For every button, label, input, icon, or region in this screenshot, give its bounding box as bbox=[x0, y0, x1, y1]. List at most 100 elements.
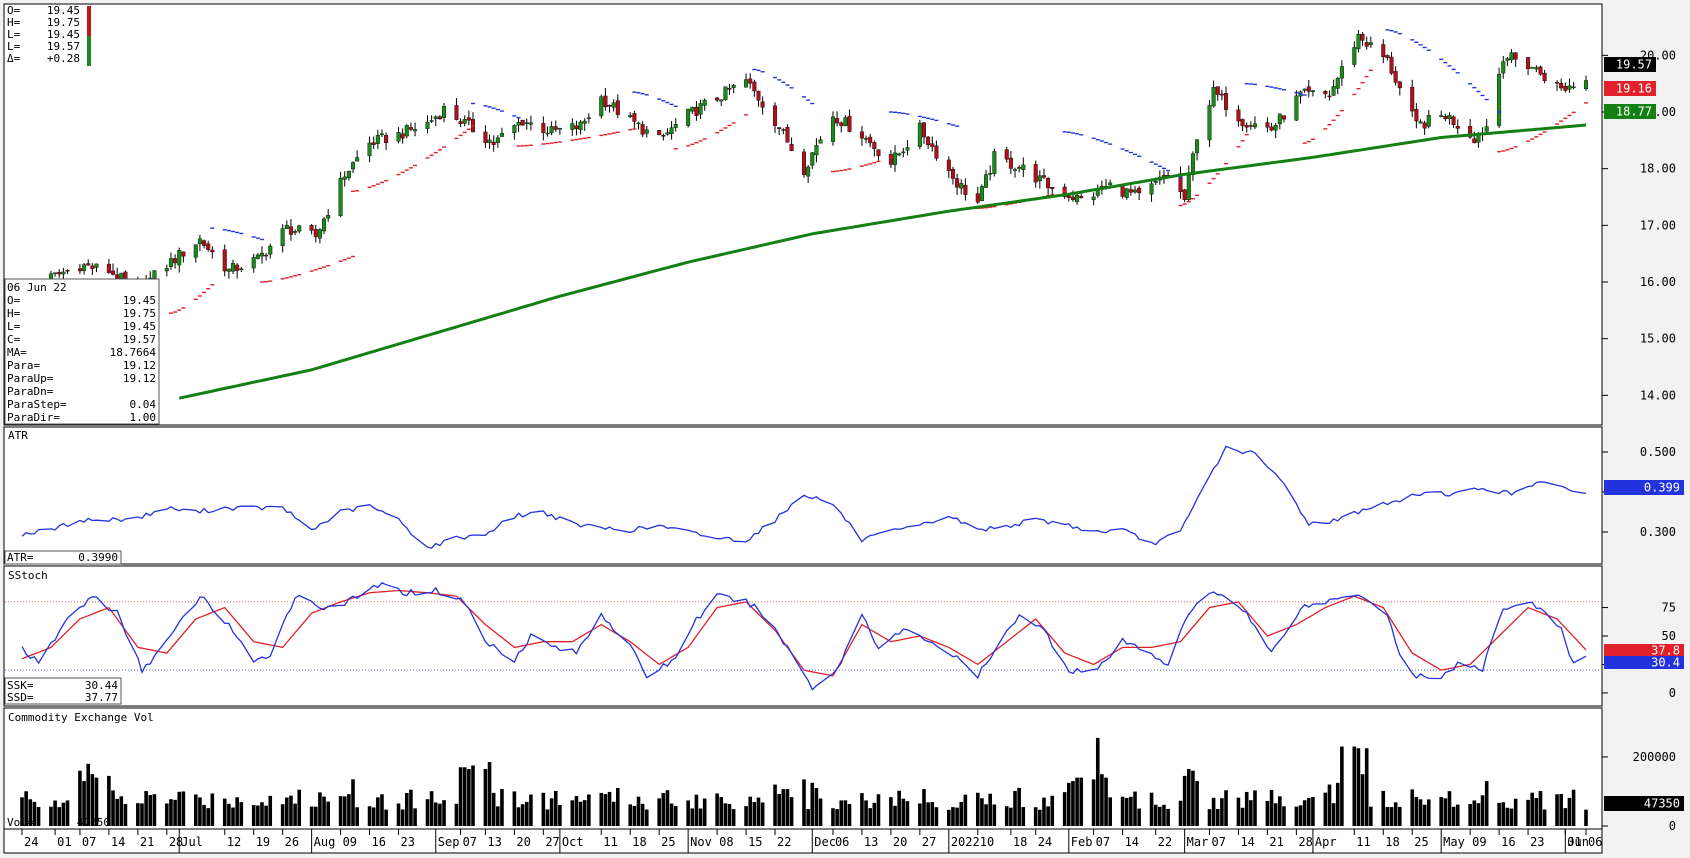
volume-bar bbox=[1120, 796, 1125, 826]
candle-body bbox=[830, 116, 835, 142]
candle-body bbox=[1323, 90, 1328, 95]
candle-body bbox=[690, 107, 695, 112]
volume-bar bbox=[611, 801, 616, 826]
candle-body bbox=[731, 85, 736, 88]
volume-bar bbox=[313, 806, 318, 826]
x-tick-label-40: Mar bbox=[1187, 835, 1209, 849]
candle-body bbox=[177, 250, 182, 266]
candle-body bbox=[437, 116, 442, 120]
candle-body bbox=[297, 225, 302, 232]
candle-body bbox=[835, 118, 840, 124]
volume-bar bbox=[268, 795, 273, 826]
candle-body bbox=[119, 272, 124, 279]
volume-bar bbox=[1104, 777, 1108, 826]
info-value-parastep: 0.04 bbox=[130, 398, 157, 411]
volume-bar bbox=[20, 797, 24, 826]
volume-bar bbox=[719, 797, 724, 826]
volume-bar bbox=[111, 790, 115, 826]
candle-body bbox=[1236, 109, 1241, 122]
candle-body bbox=[897, 153, 902, 156]
volume-bar bbox=[760, 802, 765, 826]
volume-bar bbox=[1426, 799, 1431, 826]
volume-bar bbox=[1352, 746, 1357, 826]
volume-bar bbox=[491, 792, 496, 826]
volume-bar bbox=[280, 804, 285, 826]
candle-body bbox=[1422, 122, 1427, 129]
header-range-bar-green bbox=[87, 36, 91, 66]
candle-body bbox=[77, 268, 82, 272]
header-label-0: O= bbox=[7, 4, 21, 17]
candle-body bbox=[495, 137, 500, 143]
volume-bar bbox=[1497, 802, 1501, 826]
candle-body bbox=[1451, 116, 1456, 125]
volume-bar bbox=[1042, 797, 1046, 826]
volume-bar bbox=[665, 790, 670, 826]
volume-bar bbox=[843, 800, 848, 826]
x-tick-label-53: Jun bbox=[1567, 835, 1589, 849]
volume-bar bbox=[860, 793, 864, 826]
volume-y-axis: 0 200000 bbox=[1602, 750, 1676, 833]
ssd-readout-label: SSD= bbox=[7, 691, 34, 704]
candle-body bbox=[934, 145, 939, 159]
candle-body bbox=[1091, 196, 1096, 200]
volume-bar bbox=[471, 765, 475, 826]
candle-body bbox=[785, 127, 790, 143]
price-info-box: 06 Jun 22 O= 19.45 H= 19.75 L= 19.45 C= … bbox=[4, 278, 160, 425]
volume-bar bbox=[82, 781, 86, 826]
volume-bar bbox=[1501, 802, 1506, 826]
candle-body bbox=[1021, 164, 1026, 170]
candle-body bbox=[599, 96, 604, 117]
volume-bar bbox=[806, 809, 810, 826]
candle-body bbox=[499, 133, 504, 137]
candle-body bbox=[752, 81, 757, 92]
info-label-ma: MA= bbox=[7, 346, 27, 359]
volume-bar bbox=[61, 802, 66, 826]
volume-bar bbox=[1385, 806, 1390, 826]
x-tick-label-50: 09 bbox=[1472, 835, 1486, 849]
candle-body bbox=[748, 78, 753, 84]
header-label-4: Δ= bbox=[7, 52, 21, 65]
atr-badge bbox=[1604, 480, 1684, 495]
volume-bar bbox=[442, 800, 446, 826]
volume-bar bbox=[1278, 796, 1282, 826]
candle-body bbox=[1501, 61, 1506, 74]
volume-bar bbox=[169, 799, 173, 826]
candle-body bbox=[1133, 189, 1138, 193]
candle-body bbox=[640, 124, 645, 135]
candle-body bbox=[57, 272, 62, 275]
volume-bar bbox=[1584, 809, 1588, 826]
volume-bar bbox=[1389, 807, 1394, 826]
volume-bar bbox=[1153, 804, 1158, 826]
volume-bar bbox=[607, 791, 612, 826]
volume-bar bbox=[107, 775, 111, 826]
volume-bar bbox=[206, 808, 210, 826]
candle-body bbox=[1555, 82, 1560, 84]
volume-bar bbox=[835, 809, 839, 826]
ssd-badge bbox=[1604, 644, 1684, 657]
info-label-paradir: ParaDir= bbox=[7, 411, 60, 424]
x-tick-label-27: Dec bbox=[814, 835, 836, 849]
volume-bar bbox=[256, 805, 260, 826]
candle-body bbox=[239, 268, 244, 270]
candle-body bbox=[429, 120, 434, 122]
x-tick-label-16: 13 bbox=[487, 835, 501, 849]
candle-body bbox=[384, 135, 389, 144]
volume-bar bbox=[1195, 781, 1199, 826]
volume-bar bbox=[1555, 794, 1559, 826]
candle-body bbox=[1335, 77, 1340, 89]
volume-bar bbox=[438, 803, 442, 826]
candle-body bbox=[843, 117, 848, 126]
volume-bar bbox=[384, 809, 388, 826]
candle-body bbox=[541, 123, 546, 133]
volume-bar bbox=[1178, 800, 1183, 826]
candle-body bbox=[1418, 121, 1423, 124]
candle-body bbox=[433, 116, 438, 120]
candle-body bbox=[1240, 119, 1245, 127]
x-tick-label-28: 06 bbox=[835, 835, 849, 849]
candle-body bbox=[1075, 195, 1080, 203]
candle-body bbox=[491, 141, 496, 145]
volume-bar bbox=[1311, 797, 1315, 826]
candle-body bbox=[669, 127, 674, 134]
candle-body bbox=[1041, 175, 1046, 178]
